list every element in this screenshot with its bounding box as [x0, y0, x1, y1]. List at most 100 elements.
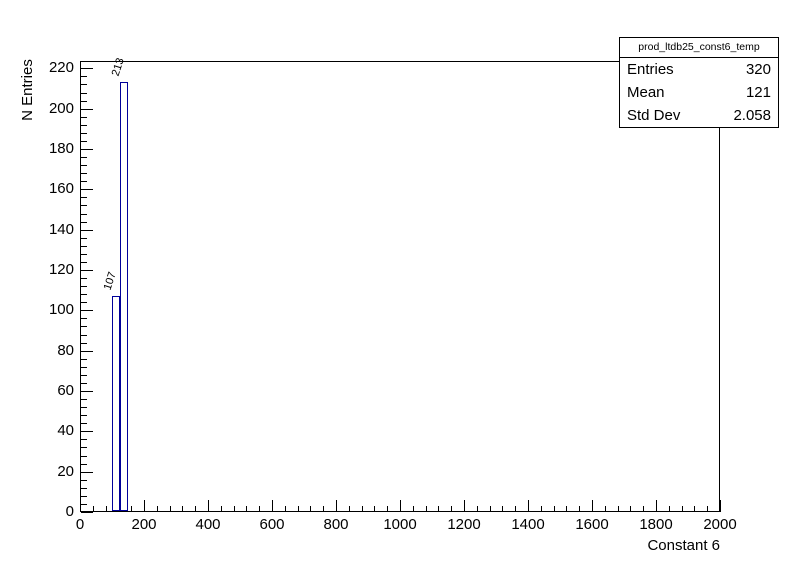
- y-minor-tick: [81, 399, 87, 401]
- y-major-tick: [81, 431, 93, 433]
- bar-value-label: 213: [109, 56, 127, 79]
- y-major-tick: [81, 471, 93, 473]
- x-minor-tick: [553, 506, 555, 512]
- x-minor-tick: [284, 506, 286, 512]
- y-minor-tick: [81, 278, 87, 280]
- x-minor-tick: [502, 506, 504, 512]
- x-minor-tick: [489, 506, 491, 512]
- y-major-tick: [81, 350, 93, 352]
- x-major-tick: [592, 500, 593, 512]
- stats-row-entries: Entries 320: [620, 58, 778, 81]
- stats-row-stddev: Std Dev 2.058: [620, 104, 778, 127]
- y-minor-tick: [81, 463, 87, 465]
- y-minor-tick: [81, 439, 87, 441]
- x-minor-tick: [195, 506, 197, 512]
- bar-value-label: 107: [101, 270, 119, 292]
- x-major-tick: [208, 500, 209, 512]
- y-major-tick: [81, 391, 93, 392]
- x-minor-tick: [233, 506, 235, 512]
- x-minor-tick: [92, 506, 94, 512]
- y-minor-tick: [81, 366, 87, 368]
- x-axis-title: Constant 6: [647, 537, 720, 554]
- x-major-tick: [720, 500, 721, 512]
- y-minor-tick: [81, 302, 87, 304]
- y-minor-tick: [81, 132, 87, 134]
- x-minor-tick: [105, 506, 107, 512]
- y-major-tick: [81, 229, 93, 231]
- y-minor-tick: [81, 479, 87, 481]
- x-minor-tick: [246, 506, 248, 512]
- x-minor-tick: [579, 506, 581, 512]
- y-minor-tick: [81, 124, 87, 126]
- x-minor-tick: [451, 506, 453, 512]
- y-axis-title: N Entries: [19, 59, 36, 121]
- x-minor-tick: [323, 506, 325, 512]
- x-major-tick: [144, 500, 145, 512]
- y-minor-tick: [81, 181, 87, 183]
- x-minor-tick: [694, 506, 696, 512]
- y-minor-tick: [81, 213, 87, 215]
- x-tick-label: 2000: [703, 516, 737, 533]
- y-minor-tick: [81, 447, 87, 449]
- y-tick-label: 160: [48, 180, 74, 198]
- y-minor-tick: [81, 237, 87, 239]
- stats-label-mean: Mean: [627, 84, 665, 101]
- stats-value-mean: 121: [745, 84, 771, 101]
- x-minor-tick: [374, 506, 376, 512]
- y-minor-tick: [81, 245, 87, 247]
- y-minor-tick: [81, 318, 87, 320]
- x-minor-tick: [348, 506, 350, 512]
- x-major-tick: [464, 500, 465, 512]
- x-tick-label: 600: [259, 516, 285, 533]
- y-tick-label: 220: [48, 59, 74, 77]
- x-minor-tick: [515, 506, 517, 512]
- x-major-tick: [400, 500, 401, 512]
- stats-label-stddev: Std Dev: [627, 107, 681, 124]
- y-minor-tick: [81, 423, 87, 425]
- histogram-bar: [120, 82, 128, 511]
- y-minor-tick: [81, 374, 87, 376]
- y-minor-tick: [81, 100, 87, 102]
- x-minor-tick: [643, 506, 645, 512]
- y-minor-tick: [81, 116, 87, 118]
- y-minor-tick: [81, 326, 87, 328]
- y-minor-tick: [81, 140, 87, 142]
- x-minor-tick: [566, 506, 568, 512]
- y-major-tick: [81, 189, 93, 191]
- y-minor-tick: [81, 286, 87, 288]
- y-tick-label: 180: [48, 140, 74, 158]
- y-minor-tick: [81, 76, 87, 78]
- x-minor-tick: [668, 506, 670, 512]
- x-minor-tick: [131, 506, 133, 512]
- x-major-tick: [80, 500, 81, 512]
- x-major-tick: [336, 500, 337, 512]
- y-tick-label: 140: [48, 220, 74, 238]
- y-major-tick: [81, 310, 93, 312]
- x-tick-label: 400: [195, 516, 221, 533]
- x-minor-tick: [182, 506, 184, 512]
- x-minor-tick: [412, 506, 414, 512]
- y-minor-tick: [81, 165, 87, 167]
- x-tick-label: 200: [131, 516, 157, 533]
- x-tick-label: 1800: [639, 516, 673, 533]
- x-minor-tick: [169, 506, 171, 512]
- histogram-bar: [112, 296, 120, 511]
- y-minor-tick: [81, 455, 87, 457]
- stats-value-stddev: 2.058: [733, 107, 771, 124]
- y-major-tick: [81, 512, 93, 513]
- x-minor-tick: [681, 506, 683, 512]
- y-minor-tick: [81, 503, 87, 505]
- y-minor-tick: [81, 334, 87, 336]
- x-minor-tick: [156, 506, 158, 512]
- x-tick-label: 1400: [511, 516, 545, 533]
- y-minor-tick: [81, 197, 87, 199]
- y-major-tick: [81, 270, 93, 271]
- y-tick-label: 40: [57, 422, 74, 440]
- x-minor-tick: [604, 506, 606, 512]
- y-tick-label: 20: [57, 462, 74, 480]
- x-minor-tick: [707, 506, 709, 512]
- y-major-tick: [81, 68, 93, 70]
- x-minor-tick: [361, 506, 363, 512]
